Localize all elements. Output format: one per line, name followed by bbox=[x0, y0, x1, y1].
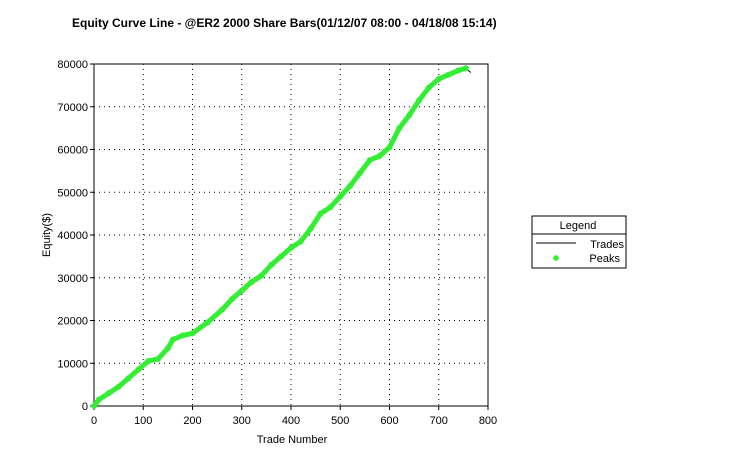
peak-point bbox=[366, 157, 373, 164]
legend-title: Legend bbox=[560, 220, 597, 232]
x-tick-label: 800 bbox=[479, 415, 497, 427]
peak-point bbox=[115, 383, 122, 390]
peak-point bbox=[204, 319, 211, 326]
peak-point bbox=[105, 390, 112, 397]
peak-point bbox=[327, 204, 334, 211]
peak-point bbox=[125, 375, 132, 382]
peak-point bbox=[228, 296, 235, 303]
y-tick-label: 50000 bbox=[57, 187, 88, 199]
peak-point bbox=[288, 244, 294, 251]
peak-point bbox=[416, 97, 423, 104]
x-axis: 0 100 200 300 400 500 600 700 800 bbox=[91, 406, 497, 427]
series-line-peaks bbox=[91, 65, 469, 409]
y-tick-label: 40000 bbox=[57, 230, 88, 242]
peak-point bbox=[406, 112, 413, 119]
y-tick-label: 0 bbox=[82, 401, 88, 413]
y-tick-label: 30000 bbox=[57, 273, 88, 285]
x-tick-label: 400 bbox=[282, 415, 300, 427]
legend-peaks-label: Peaks bbox=[589, 253, 620, 265]
peak-point bbox=[435, 75, 442, 82]
peak-point bbox=[219, 306, 226, 313]
peak-point bbox=[258, 272, 265, 279]
peak-point bbox=[317, 210, 324, 217]
peak-point bbox=[248, 279, 255, 286]
peak-point bbox=[155, 355, 162, 362]
peak-point bbox=[179, 332, 186, 339]
peak-point bbox=[297, 238, 304, 245]
series-line-trades bbox=[93, 67, 472, 407]
series-layer bbox=[91, 65, 472, 409]
peak-point bbox=[135, 366, 142, 373]
peak-point bbox=[356, 170, 363, 177]
peak-point bbox=[337, 193, 344, 200]
y-axis-label: Equity($) bbox=[41, 213, 53, 257]
peak-point bbox=[238, 287, 245, 294]
peak-point bbox=[164, 345, 171, 352]
peak-point bbox=[455, 67, 462, 74]
y-axis: 0 10000 20000 30000 40000 50000 60000 70000 8000… bbox=[57, 59, 94, 413]
peak-point bbox=[169, 336, 176, 343]
y-tick-label: 10000 bbox=[57, 358, 88, 370]
peak-point bbox=[278, 253, 285, 260]
peak-point bbox=[376, 152, 383, 159]
x-tick-label: 600 bbox=[380, 415, 398, 427]
peak-point bbox=[268, 261, 275, 268]
x-tick-label: 500 bbox=[331, 415, 349, 427]
x-tick-label: 700 bbox=[430, 415, 448, 427]
peak-point bbox=[445, 71, 452, 78]
peak-point bbox=[347, 182, 354, 189]
x-tick-label: 300 bbox=[233, 415, 251, 427]
peak-point bbox=[425, 84, 432, 91]
x-tick-label: 100 bbox=[134, 415, 152, 427]
y-tick-label: 80000 bbox=[57, 59, 88, 71]
peak-point bbox=[307, 225, 314, 232]
y-tick-label: 70000 bbox=[57, 102, 88, 114]
x-tick-label: 200 bbox=[183, 415, 201, 427]
grid-lines bbox=[94, 64, 488, 406]
peak-point bbox=[91, 403, 97, 409]
legend-trades-label: Trades bbox=[590, 239, 624, 251]
peak-point bbox=[189, 330, 196, 337]
peak-point bbox=[95, 396, 102, 403]
peak-point bbox=[462, 65, 469, 72]
legend-peaks-swatch bbox=[553, 255, 559, 261]
y-tick-label: 60000 bbox=[57, 145, 88, 157]
chart-title: Equity Curve Line - @ER2 2000 Share Bars… bbox=[72, 16, 497, 30]
peak-point bbox=[396, 125, 403, 132]
peak-point bbox=[145, 358, 152, 365]
legend-box bbox=[531, 215, 627, 269]
y-tick-label: 20000 bbox=[57, 316, 88, 328]
legend: Legend Trades Peaks bbox=[531, 215, 627, 269]
peak-point bbox=[386, 144, 393, 151]
x-tick-label: 0 bbox=[91, 415, 97, 427]
x-axis-label: Trade Number bbox=[257, 434, 328, 446]
